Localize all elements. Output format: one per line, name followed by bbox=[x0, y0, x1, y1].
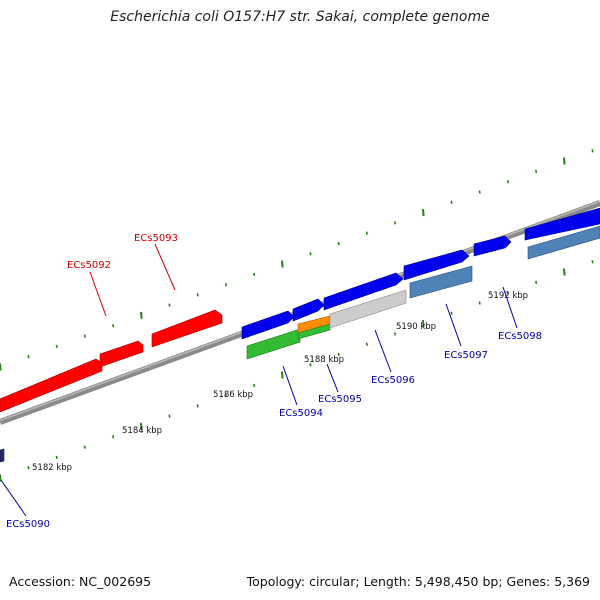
reverse-strand-genes bbox=[0, 309, 223, 413]
minor-tick bbox=[337, 241, 340, 246]
gene-feature-ecs5098-a[interactable] bbox=[473, 235, 512, 257]
gene-label-ecs5094[interactable]: ECs5094 bbox=[279, 408, 323, 419]
gene-label-ecs5098[interactable]: ECs5098 bbox=[498, 331, 542, 342]
inner-tick-track: 5182 kbp 5184 kbp 5186 kbp 5188 kbp 5190 kbp… bbox=[0, 260, 594, 482]
gene-feature-ecs5097-b[interactable] bbox=[409, 265, 473, 299]
gene-labels: ECs5090 ECs5092 ECs5093 ECs5094 ECs5095 … bbox=[6, 233, 542, 530]
gene-feature-ecs5094-b[interactable] bbox=[246, 328, 301, 360]
gene-label-ecs5093[interactable]: ECs5093 bbox=[134, 233, 178, 244]
minor-tick bbox=[27, 355, 30, 359]
minor-tick bbox=[27, 466, 30, 470]
minor-tick bbox=[450, 311, 453, 315]
genome-summary: Topology: circular; Length: 5,498,450 bp… bbox=[246, 574, 590, 589]
gene-feature-ecs5092[interactable] bbox=[99, 340, 144, 368]
major-tick bbox=[140, 311, 143, 320]
minor-tick bbox=[83, 334, 86, 338]
major-tick bbox=[140, 422, 143, 431]
minor-tick bbox=[478, 301, 481, 305]
major-tick bbox=[281, 260, 284, 268]
minor-tick bbox=[224, 283, 227, 287]
minor-tick bbox=[224, 394, 227, 398]
major-tick bbox=[422, 209, 425, 217]
minor-tick bbox=[112, 324, 115, 328]
scale-label: 5182 kbp bbox=[32, 463, 72, 473]
minor-tick bbox=[535, 169, 538, 174]
minor-tick bbox=[83, 445, 86, 449]
gene-label-ecs5095[interactable]: ECs5095 bbox=[318, 394, 362, 405]
gene-feature-ecs5096-a[interactable] bbox=[323, 272, 404, 311]
minor-tick bbox=[196, 404, 199, 408]
minor-tick bbox=[196, 293, 199, 297]
minor-tick bbox=[394, 332, 397, 336]
gene-feature-ecs5096-b[interactable] bbox=[329, 289, 407, 329]
minor-tick bbox=[55, 344, 58, 349]
minor-tick bbox=[365, 342, 368, 346]
major-tick bbox=[0, 363, 2, 371]
minor-tick bbox=[591, 149, 594, 153]
minor-tick bbox=[365, 231, 368, 235]
minor-tick bbox=[478, 190, 481, 194]
minor-tick bbox=[168, 303, 171, 307]
minor-tick bbox=[535, 280, 538, 285]
gene-label-ecs5092[interactable]: ECs5092 bbox=[67, 260, 111, 271]
accession-label: Accession: NC_002695 bbox=[9, 574, 152, 589]
gene-feature-ecs5095-a[interactable] bbox=[292, 298, 325, 322]
secondary-features bbox=[0, 225, 600, 463]
minor-tick bbox=[253, 383, 256, 388]
scale-label: 5192 kbp bbox=[488, 291, 528, 301]
minor-tick bbox=[55, 455, 58, 460]
gene-label-ecs5097[interactable]: ECs5097 bbox=[444, 350, 488, 361]
gene-feature-ecs5091[interactable] bbox=[0, 358, 103, 413]
scale-label: 5190 kbp bbox=[396, 322, 436, 332]
minor-tick bbox=[394, 221, 397, 225]
minor-tick bbox=[506, 291, 509, 295]
minor-tick bbox=[506, 180, 509, 184]
minor-tick bbox=[337, 352, 340, 357]
minor-tick bbox=[253, 272, 256, 277]
gene-label-ecs5096[interactable]: ECs5096 bbox=[371, 375, 415, 386]
gene-feature-ecs5095-c[interactable] bbox=[297, 323, 331, 340]
major-tick bbox=[563, 268, 566, 276]
gene-feature-ecs5094-a[interactable] bbox=[241, 310, 295, 340]
minor-tick bbox=[168, 414, 171, 418]
minor-tick bbox=[591, 260, 594, 264]
gene-label-ecs5090[interactable]: ECs5090 bbox=[6, 519, 50, 530]
minor-tick bbox=[450, 200, 453, 204]
scale-label: 5186 kbp bbox=[213, 390, 253, 400]
major-tick bbox=[563, 157, 566, 165]
minor-tick bbox=[309, 252, 312, 256]
gene-feature-ecs5097-a[interactable] bbox=[403, 249, 470, 281]
callout-lines bbox=[0, 243, 518, 517]
map-title: Escherichia coli O157:H7 str. Sakai, com… bbox=[110, 9, 490, 25]
major-tick bbox=[0, 474, 2, 482]
scale-label: 5188 kbp bbox=[304, 355, 344, 365]
minor-tick bbox=[112, 435, 115, 439]
outer-tick-track bbox=[0, 149, 594, 371]
major-tick bbox=[281, 371, 284, 379]
gene-feature-ecs5090[interactable] bbox=[0, 448, 5, 463]
gene-feature-ecs5093[interactable] bbox=[151, 309, 223, 348]
gene-feature-ecs5098-b[interactable] bbox=[527, 225, 600, 260]
forward-strand-genes bbox=[241, 207, 600, 340]
major-tick bbox=[422, 320, 425, 328]
gene-feature-ecs5099[interactable] bbox=[524, 207, 600, 241]
minor-tick bbox=[309, 363, 312, 367]
scale-label: 5184 kbp bbox=[122, 426, 162, 436]
